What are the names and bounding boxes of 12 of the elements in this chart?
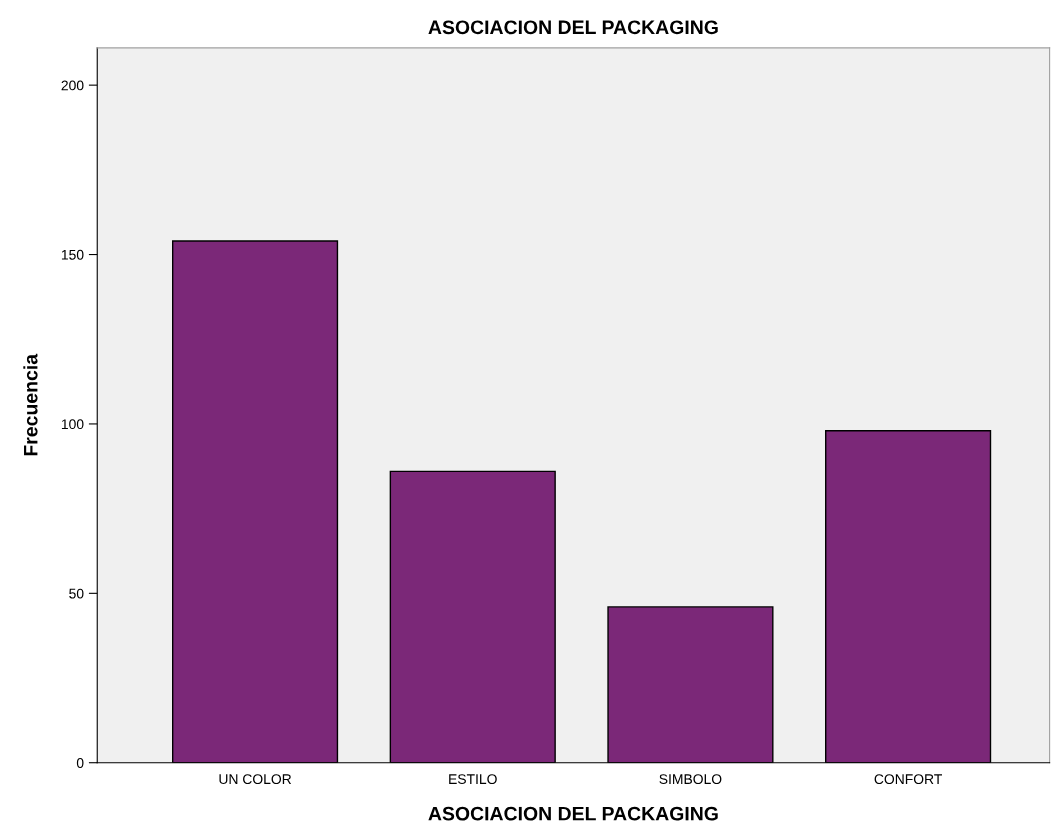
chart-title: ASOCIACION DEL PACKAGING xyxy=(428,20,718,35)
y-tick-label: 200 xyxy=(61,80,84,91)
y-tick-label: 100 xyxy=(61,419,84,430)
x-tick-label: ESTILO xyxy=(449,774,497,785)
y-tick-label: 150 xyxy=(61,249,84,260)
x-axis-title: ASOCIACION DEL PACKAGING xyxy=(428,806,718,821)
x-tick-label: UN COLOR xyxy=(219,774,292,785)
y-tick-label: 0 xyxy=(76,758,84,768)
y-axis-title: Frecuencia xyxy=(23,353,38,456)
x-tick-label: CONFORT xyxy=(874,774,942,785)
x-tick-label: SIMBOLO xyxy=(659,774,722,785)
y-tick-label: 50 xyxy=(69,588,84,599)
